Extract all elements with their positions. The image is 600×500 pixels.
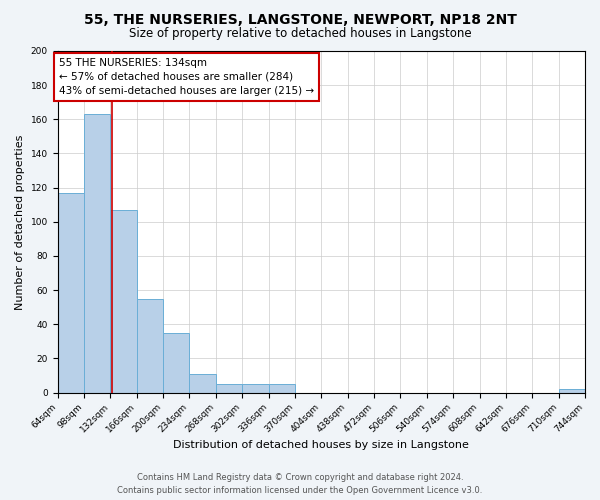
Text: Size of property relative to detached houses in Langstone: Size of property relative to detached ho… — [128, 28, 472, 40]
Text: 55, THE NURSERIES, LANGSTONE, NEWPORT, NP18 2NT: 55, THE NURSERIES, LANGSTONE, NEWPORT, N… — [83, 12, 517, 26]
Y-axis label: Number of detached properties: Number of detached properties — [15, 134, 25, 310]
Bar — [110, 210, 137, 392]
X-axis label: Distribution of detached houses by size in Langstone: Distribution of detached houses by size … — [173, 440, 469, 450]
Bar — [559, 389, 585, 392]
Bar — [58, 193, 84, 392]
Bar — [137, 298, 163, 392]
Bar — [269, 384, 295, 392]
Text: Contains HM Land Registry data © Crown copyright and database right 2024.
Contai: Contains HM Land Registry data © Crown c… — [118, 474, 482, 495]
Text: 55 THE NURSERIES: 134sqm
← 57% of detached houses are smaller (284)
43% of semi-: 55 THE NURSERIES: 134sqm ← 57% of detach… — [59, 58, 314, 96]
Bar — [190, 374, 216, 392]
Bar — [216, 384, 242, 392]
Bar — [163, 333, 190, 392]
Bar — [84, 114, 110, 392]
Bar — [242, 384, 269, 392]
